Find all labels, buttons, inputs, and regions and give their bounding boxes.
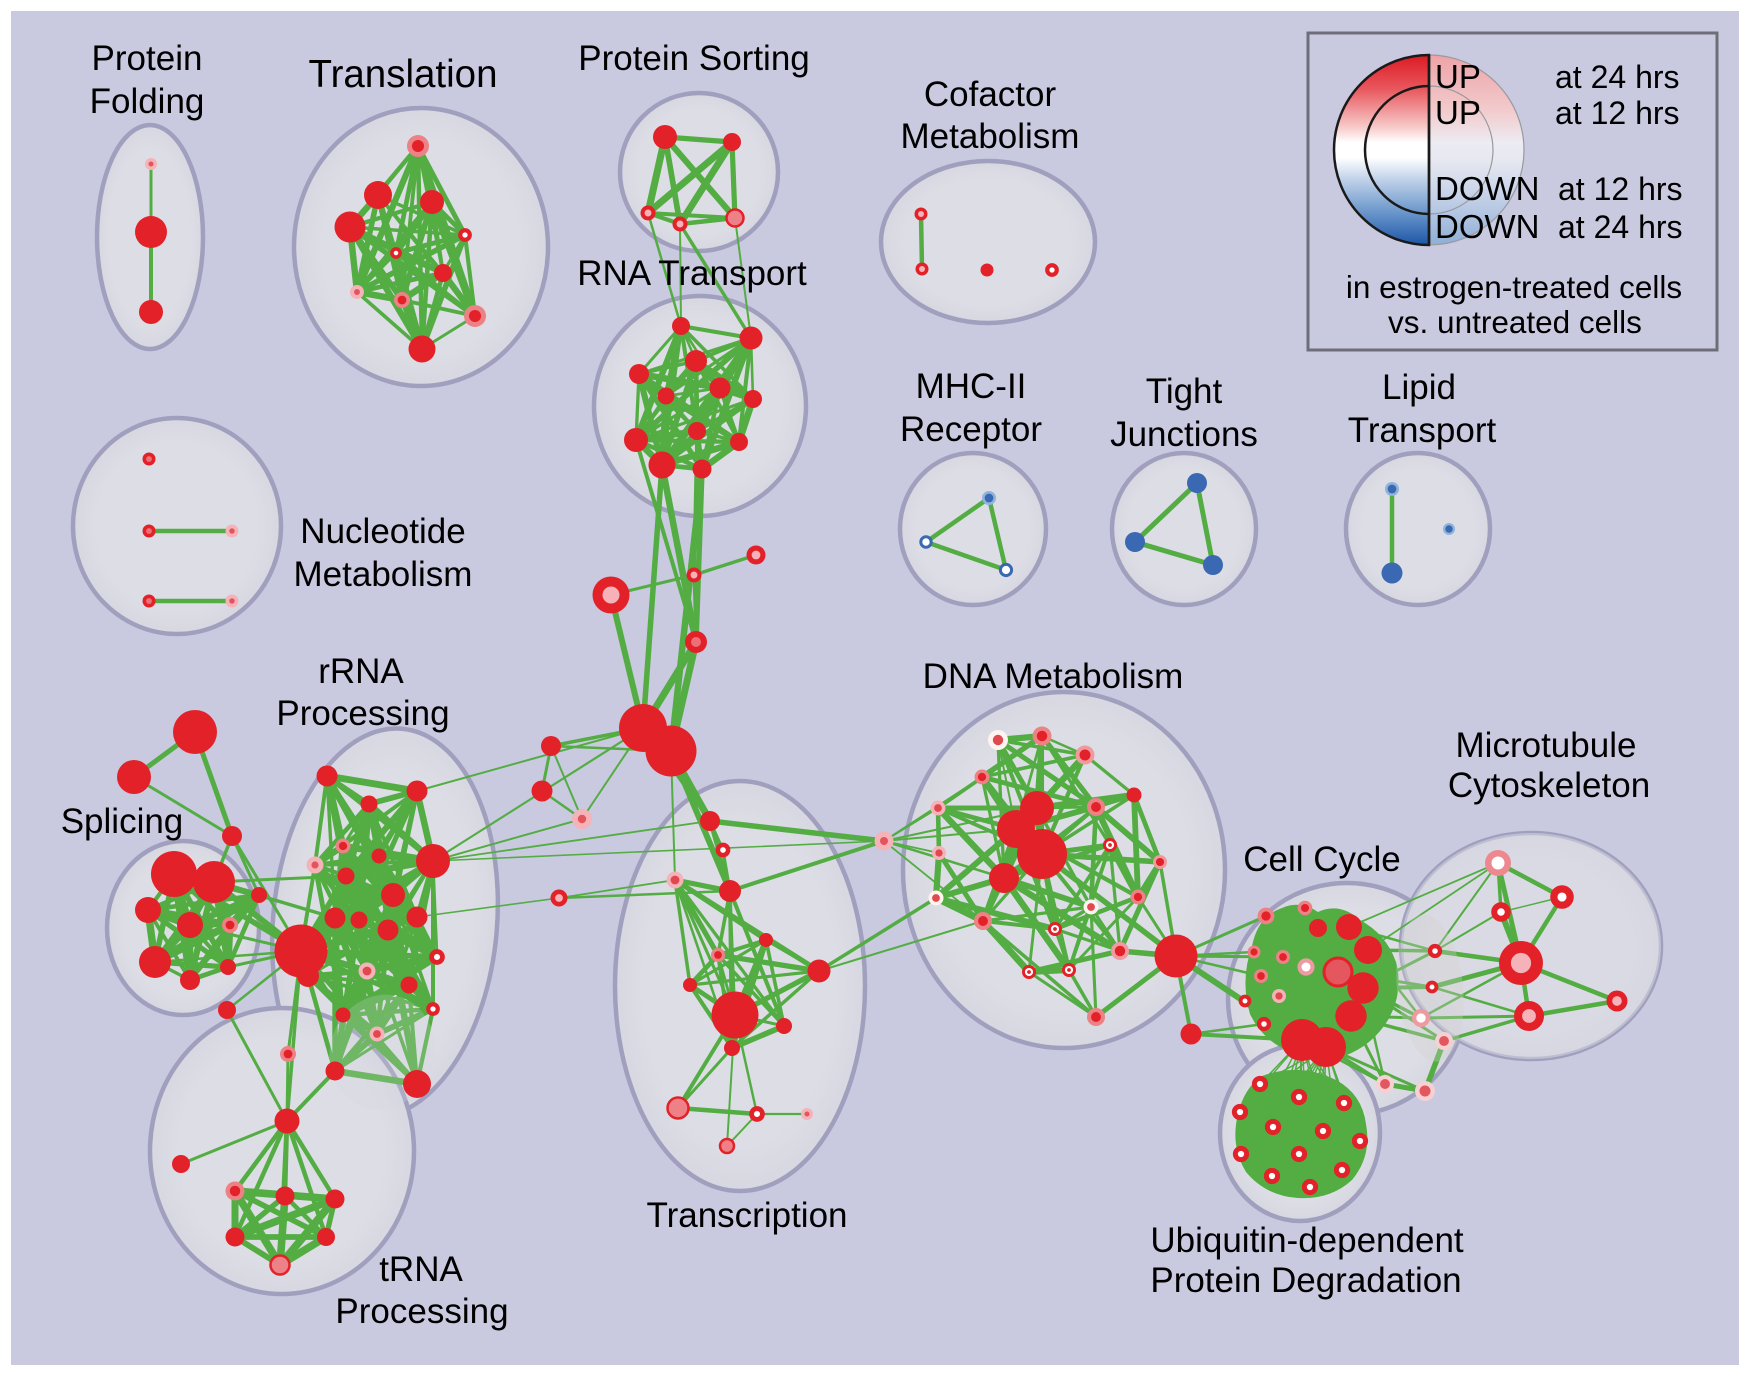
- svg-text:Protein Sorting: Protein Sorting: [578, 39, 810, 78]
- svg-text:DNA Metabolism: DNA Metabolism: [923, 657, 1184, 696]
- svg-text:Transcription: Transcription: [647, 1196, 848, 1235]
- svg-text:in estrogen-treated cells: in estrogen-treated cells: [1346, 269, 1682, 305]
- svg-text:UP: UP: [1435, 58, 1481, 95]
- svg-text:Lipid: Lipid: [1382, 368, 1456, 407]
- svg-text:at 12 hrs: at 12 hrs: [1558, 171, 1683, 207]
- svg-text:Junctions: Junctions: [1110, 415, 1258, 454]
- svg-text:Metabolism: Metabolism: [901, 117, 1080, 156]
- svg-text:Receptor: Receptor: [900, 410, 1042, 449]
- svg-text:Cytoskeleton: Cytoskeleton: [1448, 766, 1650, 805]
- svg-text:at 24 hrs: at 24 hrs: [1558, 209, 1683, 245]
- svg-text:UP: UP: [1435, 94, 1481, 131]
- svg-text:Transport: Transport: [1348, 411, 1497, 450]
- svg-text:DOWN: DOWN: [1435, 170, 1539, 207]
- svg-text:Protein Degradation: Protein Degradation: [1150, 1261, 1461, 1300]
- svg-text:Cofactor: Cofactor: [924, 75, 1057, 114]
- svg-text:at 24 hrs: at 24 hrs: [1555, 59, 1680, 95]
- svg-text:Folding: Folding: [90, 82, 205, 121]
- svg-text:rRNA: rRNA: [318, 652, 404, 691]
- svg-text:DOWN: DOWN: [1435, 208, 1539, 245]
- svg-text:Microtubule: Microtubule: [1456, 726, 1637, 765]
- svg-text:Ubiquitin-dependent: Ubiquitin-dependent: [1150, 1221, 1464, 1260]
- svg-text:Metabolism: Metabolism: [294, 555, 473, 594]
- svg-text:Tight: Tight: [1146, 372, 1223, 411]
- svg-text:Translation: Translation: [308, 53, 497, 96]
- svg-text:Splicing: Splicing: [61, 802, 184, 841]
- svg-text:at 12 hrs: at 12 hrs: [1555, 95, 1680, 131]
- svg-text:Protein: Protein: [92, 39, 203, 78]
- svg-text:RNA Transport: RNA Transport: [577, 254, 807, 293]
- svg-text:Cell Cycle: Cell Cycle: [1243, 840, 1401, 879]
- svg-text:tRNA: tRNA: [379, 1250, 463, 1289]
- svg-text:Processing: Processing: [276, 694, 449, 733]
- svg-text:MHC-II: MHC-II: [916, 367, 1027, 406]
- svg-text:vs. untreated cells: vs. untreated cells: [1388, 304, 1642, 340]
- svg-text:Processing: Processing: [335, 1292, 508, 1331]
- svg-text:Nucleotide: Nucleotide: [300, 512, 465, 551]
